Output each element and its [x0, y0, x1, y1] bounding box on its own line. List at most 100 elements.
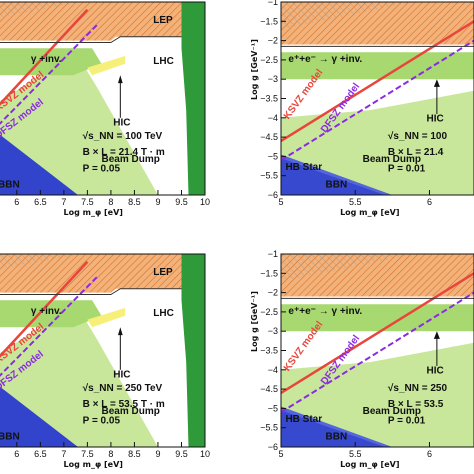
bbn-label: BBN: [326, 431, 348, 442]
dfsz-line: [0, 24, 98, 125]
x-tick-label: 7.5: [81, 449, 94, 459]
lep-region: [0, 2, 205, 41]
gamma-inv-label: γ +inv.: [31, 306, 62, 317]
y-tick-label: −4: [268, 113, 278, 123]
beam-dump-label: Beam Dump: [102, 154, 160, 165]
y-tick-label: −6: [268, 190, 278, 200]
info-line: P = 0.01: [388, 163, 426, 174]
y-axis-label: Log g [GeV⁻¹]: [250, 291, 259, 352]
limit-line: [0, 36, 182, 43]
y-tick-label: −4: [268, 365, 278, 375]
hic-arrowhead: [118, 75, 123, 84]
yellow-region: [87, 56, 125, 76]
bbn-label: BBN: [0, 179, 20, 190]
x-tick-label: 7.5: [81, 197, 94, 207]
info-line: √s_NN = 250: [388, 383, 448, 394]
hic-label: HIC: [113, 370, 130, 381]
info-line: B × L = 21.4 T · m: [83, 147, 165, 158]
hic-label: HIC: [426, 114, 443, 125]
dfsz-line: [281, 291, 474, 414]
y-tick-label: −3.5: [260, 346, 278, 356]
y-tick-label: −2: [268, 288, 278, 298]
hb-star-label: HB Star: [285, 162, 322, 173]
gamma-inv-label: γ +inv.: [31, 54, 62, 65]
y-tick-label: −2: [268, 36, 278, 46]
bbn-region: [281, 410, 385, 447]
grey-hatch-region: [0, 254, 83, 270]
x-axis-label: Log m_φ [eV]: [64, 208, 123, 217]
beam-dump-label: Beam Dump: [363, 154, 421, 165]
x-tick-label: 10: [200, 197, 210, 207]
info-line: P = 0.05: [83, 163, 121, 174]
info-line: P = 0.05: [83, 415, 121, 426]
y-tick-label: −1: [268, 249, 278, 259]
x-tick-label: 8: [108, 197, 113, 207]
gamma-inv-region: [281, 304, 474, 332]
y-tick-label: −3: [268, 74, 278, 84]
beam-dump-label: Beam Dump: [102, 406, 160, 417]
info-line: B × L = 53.5: [388, 399, 444, 410]
limit-line: [0, 288, 182, 295]
x-tick-label: 7: [61, 197, 66, 207]
gamma-inv-label: e⁺+e⁻ → γ +inv.: [288, 306, 362, 317]
info-line: B × L = 21.4: [388, 147, 444, 158]
info-line: P = 0.01: [388, 415, 426, 426]
x-tick-label: 7: [61, 449, 66, 459]
y-tick-label: −4.5: [260, 132, 278, 142]
x-tick-label: 8.5: [128, 449, 141, 459]
x-tick-label: 5: [278, 449, 283, 459]
hic-arrowhead: [433, 331, 440, 339]
x-tick-label: 8: [108, 449, 113, 459]
y-tick-label: −5.5: [260, 423, 278, 433]
x-tick-label: 6.5: [34, 197, 47, 207]
x-tick-label: 8.5: [128, 197, 141, 207]
gamma-inv-region: [281, 52, 474, 80]
bbn-region: [281, 158, 385, 195]
x-tick-label: 9.5: [175, 197, 188, 207]
info-line: √s_NN = 100: [388, 131, 448, 142]
plot-frame: [0, 1, 206, 196]
y-tick-label: −5: [268, 403, 278, 413]
y-axis-label: Log g [GeV⁻¹]: [250, 39, 259, 100]
lhc-label: LHC: [153, 56, 174, 67]
lhc-region: [181, 254, 205, 447]
grey-hatch-region: [0, 2, 83, 18]
x-tick-label: 9: [155, 197, 160, 207]
x-axis-label: Log m_φ [eV]: [64, 460, 123, 469]
beam-dump-region: [0, 56, 158, 195]
y-tick-label: −2.5: [260, 55, 278, 65]
x-tick-label: 6: [14, 197, 19, 207]
y-tick-label: −1.5: [260, 268, 278, 278]
beam-dump-region: [0, 308, 158, 447]
gamma-inv-region: [0, 300, 102, 328]
y-tick-label: −1.5: [260, 16, 278, 26]
hic-label: HIC: [426, 366, 443, 377]
lep-region: [0, 254, 205, 293]
y-tick-label: −5: [268, 151, 278, 161]
info-line: √s_NN = 250 TeV: [83, 383, 163, 394]
yellow-region: [87, 308, 125, 328]
x-tick-label: 6: [427, 197, 432, 207]
y-tick-label: −4.5: [260, 384, 278, 394]
x-tick-label: 6.5: [34, 449, 47, 459]
y-tick-label: −3: [268, 326, 278, 336]
bbn-region: [0, 134, 78, 195]
y-tick-label: −2.5: [260, 307, 278, 317]
ksvz-line: [0, 8, 89, 106]
hic-arrowhead: [433, 79, 440, 87]
grey-hatch-region: [281, 254, 415, 281]
x-tick-label: 5.5: [349, 449, 362, 459]
plot-frame: [0, 253, 206, 448]
bbn-label: BBN: [326, 179, 348, 190]
lep-label: LEP: [153, 15, 173, 26]
beam-dump-region: [281, 90, 474, 195]
y-tick-label: −6: [268, 442, 278, 452]
dfsz-line: [281, 39, 474, 162]
